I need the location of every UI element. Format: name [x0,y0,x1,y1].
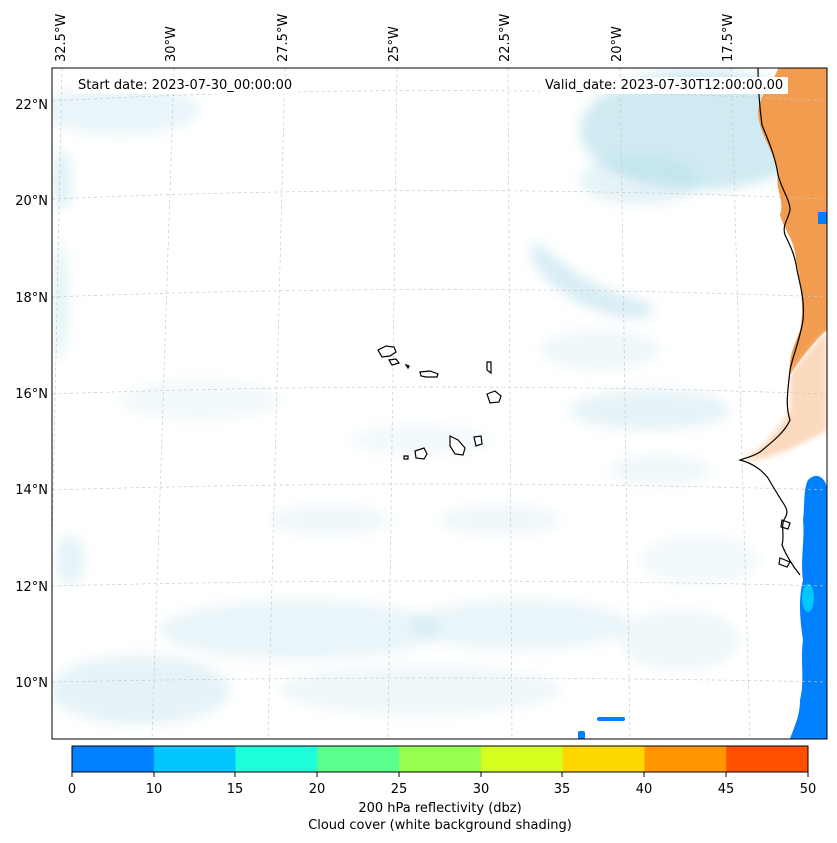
colorbar-swatch [562,746,645,772]
reflectivity-areas [578,212,827,739]
colorbar-tick-label: 40 [635,782,653,797]
colorbar-swatch [72,746,155,772]
colorbar-tick-label: 15 [226,782,244,797]
colorbar-swatch [317,746,400,772]
warm-reflectivity-area [742,68,827,461]
cape-verde-islands [377,345,502,460]
valid-date-label: Valid_date: 2023-07-30T12:00:00.00 [540,77,789,94]
colorbar-frame [71,745,809,773]
lat-label: 12°N [15,580,48,595]
colorbar-tick-label: 10 [145,782,163,797]
lon-label: 25°W [387,26,402,62]
lat-label: 14°N [15,483,48,498]
colorbar-swatch [644,746,727,772]
colorbar-tick-label: 30 [472,782,490,797]
start-date-label: Start date: 2023-07-30_00:00:00 [73,77,298,94]
lat-label: 22°N [15,98,48,113]
colorbar-tick-label: 50 [799,782,817,797]
graticule [52,68,827,739]
colorbar-tick-label: 0 [67,782,77,797]
cloud-cover-shading [52,70,820,725]
lon-label: 22.5°W [498,13,513,62]
lon-label: 27.5°W [276,13,291,62]
lat-label: 20°N [15,194,48,209]
lat-label: 18°N [15,291,48,306]
colorbar-tick-label: 20 [308,782,326,797]
africa-coastline [738,68,805,576]
colorbar-caption: 200 hPa reflectivity (dbz) [358,801,522,816]
colorbar-swatch [480,746,564,772]
lon-label: 32.5°W [54,13,69,62]
lon-label: 17.5°W [721,13,736,62]
colorbar-swatch [726,746,809,772]
map-frame [51,67,828,740]
colorbar-swatch [153,746,237,772]
colorbar-subcaption: Cloud cover (white background shading) [308,818,572,833]
lon-label: 20°W [610,26,625,62]
lon-label: 30°W [164,26,179,62]
colorbar-tick-label: 25 [390,782,408,797]
colorbar-swatch [235,746,318,772]
colorbar-tick-label: 45 [717,782,735,797]
lat-label: 16°N [15,387,48,402]
colorbar-swatch [399,746,482,772]
colorbar-ticks [71,772,809,777]
colorbar-tick-label: 35 [553,782,571,797]
lat-label: 10°N [15,676,48,691]
colorbar [72,746,809,772]
